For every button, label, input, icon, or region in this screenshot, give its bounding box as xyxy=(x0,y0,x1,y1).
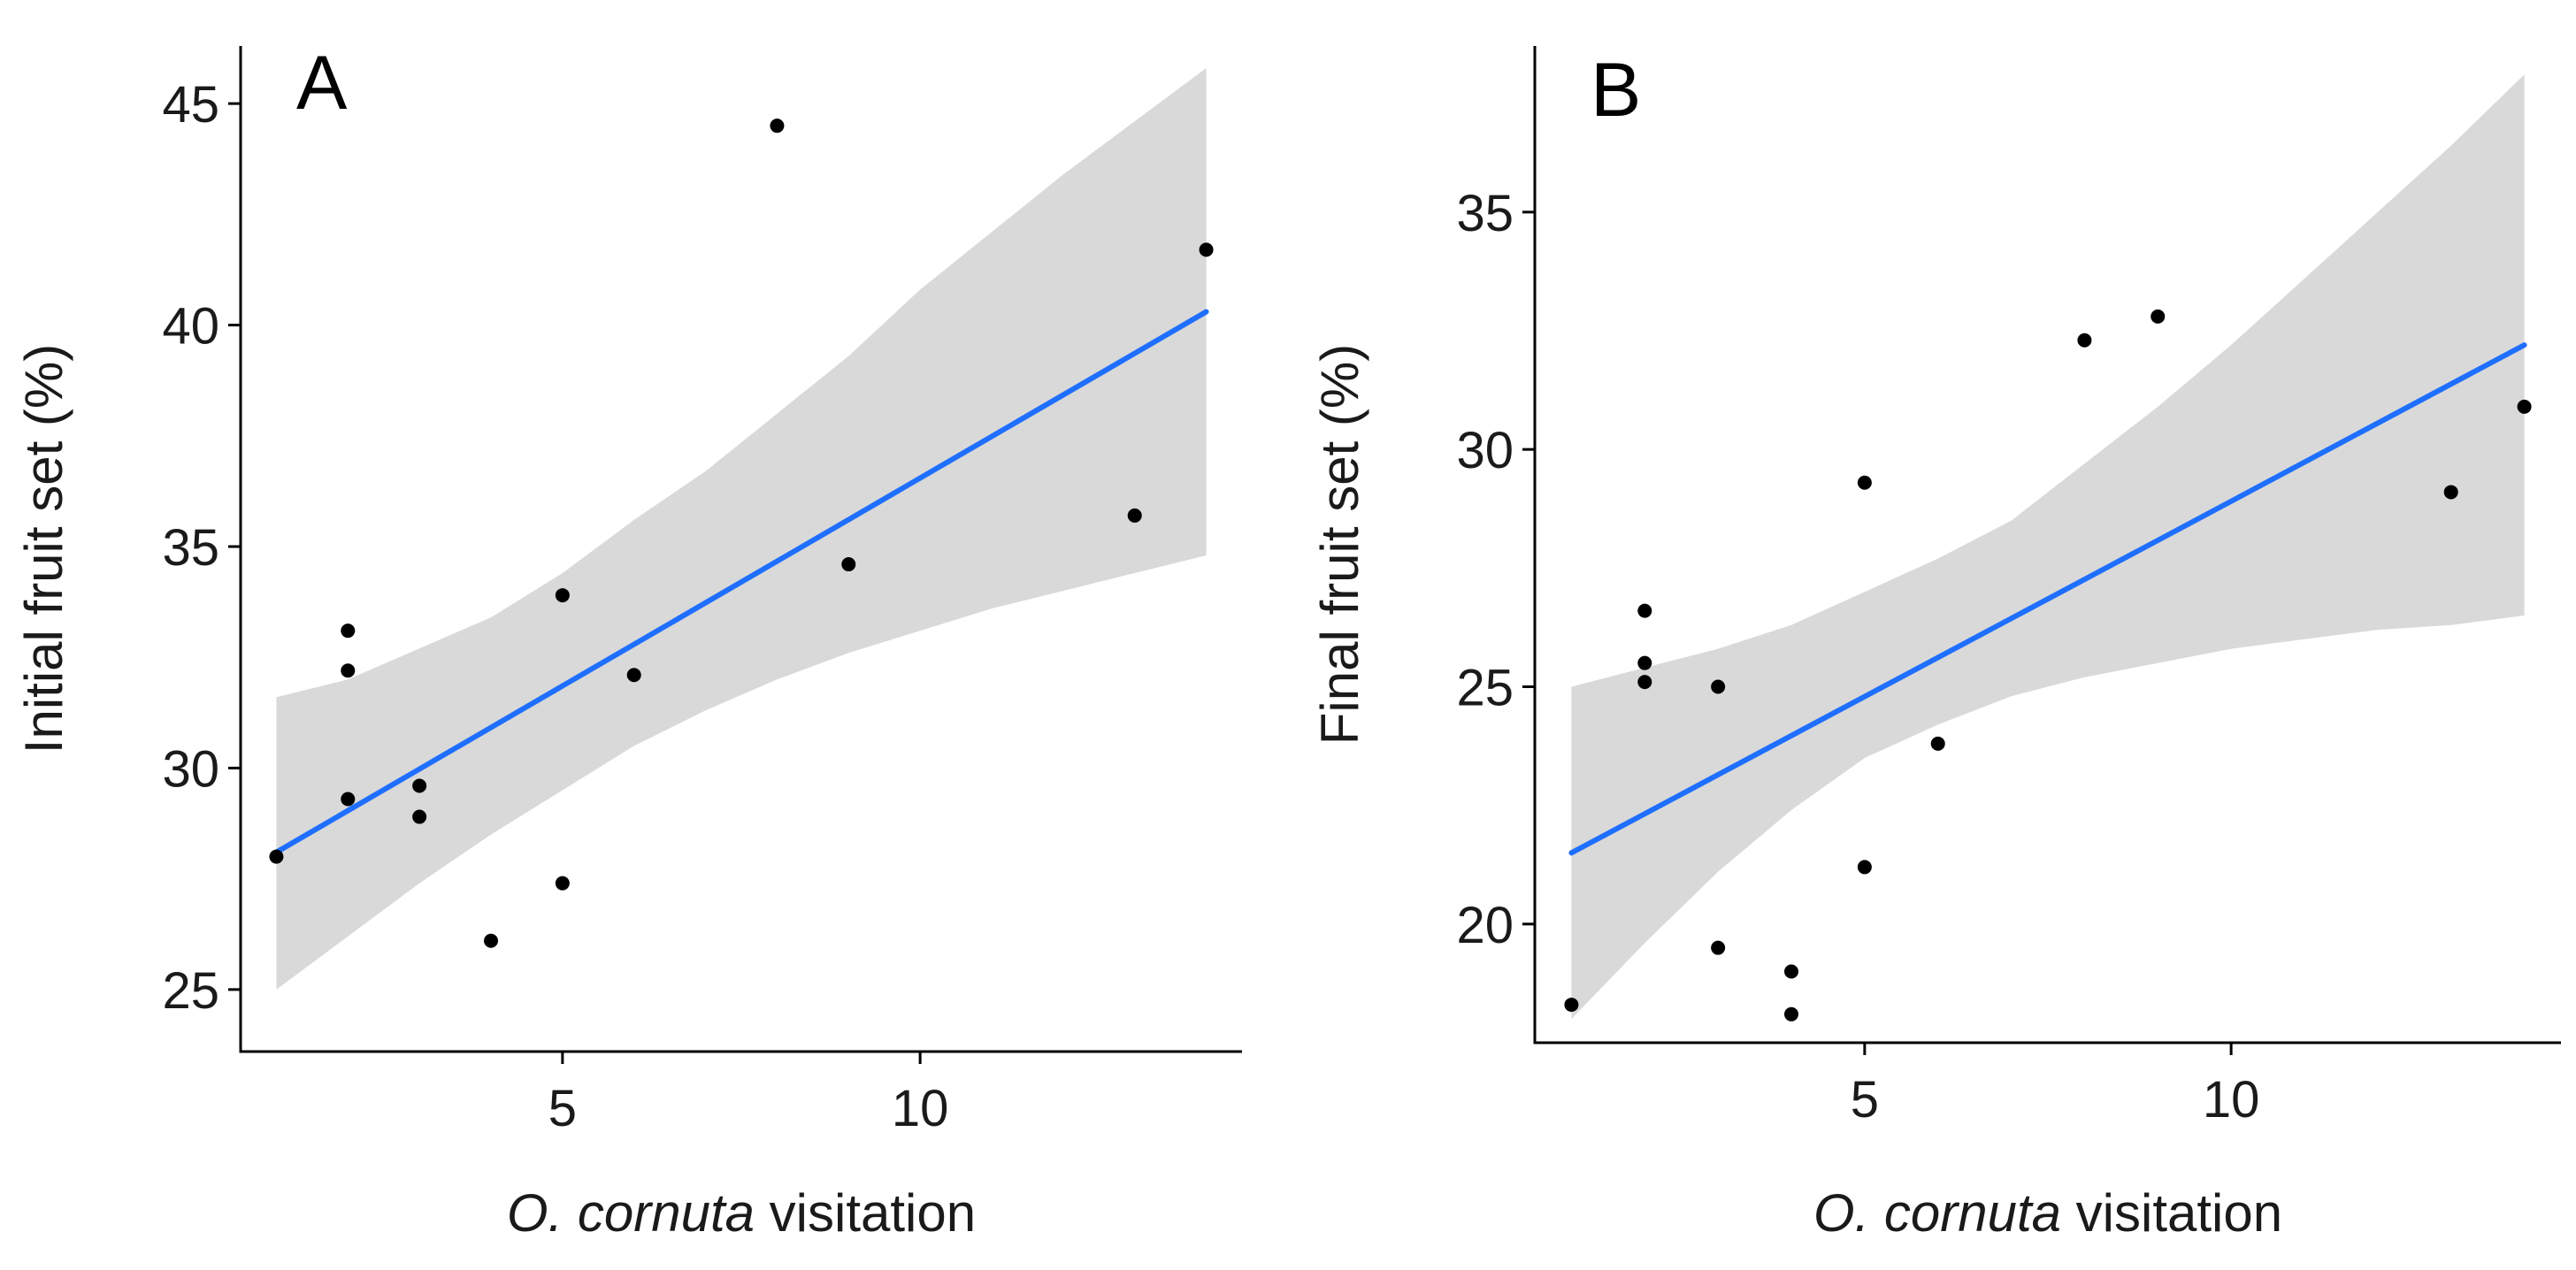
y-tick-label: 40 xyxy=(162,298,219,356)
y-tick-label: 30 xyxy=(1456,422,1514,479)
confidence-band xyxy=(1571,74,2525,1020)
x-tick-label: 5 xyxy=(548,1080,577,1137)
x-axis-title-species: O. cornuta xyxy=(507,1183,755,1243)
data-point xyxy=(1637,655,1652,670)
data-point xyxy=(2150,309,2166,324)
data-point xyxy=(269,849,284,864)
confidence-band xyxy=(276,68,1207,990)
data-point xyxy=(484,933,498,948)
y-tick-label: 35 xyxy=(1456,185,1514,242)
data-point xyxy=(770,119,785,134)
regression-line xyxy=(1568,342,2527,856)
x-axis-title: O. cornuta visitation xyxy=(1813,1183,2282,1243)
y-tick-label: 45 xyxy=(162,76,219,134)
y-tick-label: 35 xyxy=(162,519,219,577)
y-tick-label: 30 xyxy=(162,740,219,798)
data-point xyxy=(555,876,570,891)
y-axis-title: Final fruit set (%) xyxy=(1310,344,1369,745)
x-axis-title-species: O. cornuta xyxy=(1813,1183,2061,1243)
data-point xyxy=(341,792,356,807)
data-point xyxy=(1199,242,1214,257)
data-point xyxy=(341,663,356,678)
y-tick-label: 25 xyxy=(162,962,219,1020)
data-point xyxy=(1711,679,1726,694)
data-point xyxy=(1637,603,1652,618)
x-tick-label: 5 xyxy=(1851,1071,1879,1128)
x-axis-title: O. cornuta visitation xyxy=(507,1183,976,1243)
data-point xyxy=(1857,475,1872,490)
data-point xyxy=(1784,1006,1798,1021)
x-tick-label: 10 xyxy=(2203,1071,2260,1128)
y-tick-label: 20 xyxy=(1456,897,1514,954)
x-axis-title-rest: visitation xyxy=(755,1183,976,1243)
data-point xyxy=(341,624,356,639)
data-point xyxy=(2077,333,2092,348)
data-point xyxy=(1127,508,1142,523)
data-point xyxy=(1637,675,1652,690)
x-tick-label: 10 xyxy=(892,1080,949,1137)
data-point xyxy=(1784,964,1798,979)
panel-b: 20 25 30 35 5 10 O. cornuta visitation Final fr… xyxy=(1310,46,2561,1243)
data-point xyxy=(626,668,641,683)
data-point xyxy=(841,557,856,572)
data-point xyxy=(1857,860,1872,875)
y-tick-label: 25 xyxy=(1456,660,1514,717)
panel-label: A xyxy=(296,41,348,126)
data-point xyxy=(412,809,427,824)
data-point xyxy=(1711,940,1726,955)
data-point xyxy=(2443,485,2458,500)
panel-a: 25 30 35 40 45 5 10 O. cornuta visitation Initia… xyxy=(14,41,1242,1243)
x-axis-title-rest: visitation xyxy=(2061,1183,2282,1243)
panel-label: B xyxy=(1591,48,1641,133)
data-point xyxy=(555,588,570,603)
data-point xyxy=(1930,736,1945,751)
y-axis-title: Initial fruit set (%) xyxy=(14,344,73,754)
data-point xyxy=(412,778,427,793)
data-point xyxy=(1564,998,1579,1013)
regression-line xyxy=(273,309,1209,855)
data-point xyxy=(2517,399,2532,414)
